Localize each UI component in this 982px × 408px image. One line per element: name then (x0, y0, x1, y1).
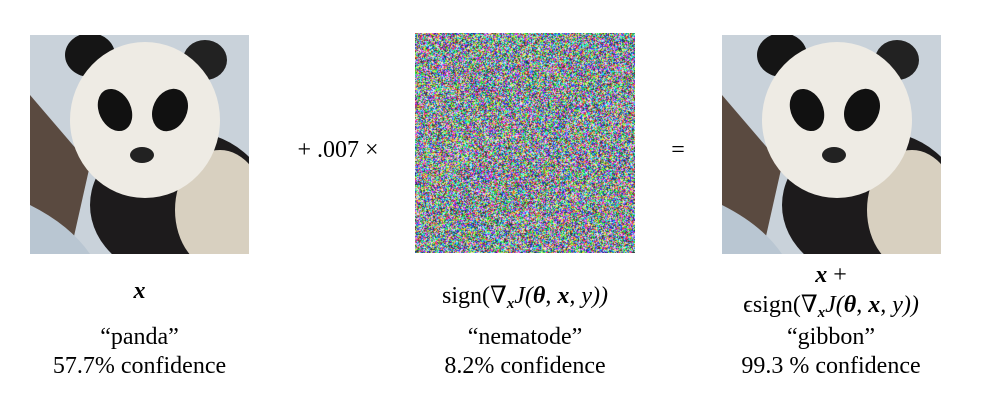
perturbation-noise-image (415, 33, 635, 253)
nematode-confidence: 8.2% confidence (385, 352, 665, 380)
gibbon-confidence: 99.3 % confidence (690, 352, 972, 380)
adversarial-formula-line1: x + (690, 261, 972, 289)
panda-confidence: 57.7% confidence (20, 352, 259, 380)
equals-operator: = (663, 136, 693, 164)
nematode-class-label: “nematode” (385, 323, 665, 351)
epsilon-multiply-operator: + .007 × (288, 136, 388, 164)
panda-image (30, 35, 249, 254)
adversarial-formula-line2: ϵsign(∇xJ(θ, x, y)) (690, 291, 972, 319)
panda-class-label: “panda” (30, 323, 249, 351)
gibbon-class-label: “gibbon” (690, 323, 972, 351)
adversarial-panda-image (722, 35, 941, 254)
gradient-sign-formula: sign(∇xJ(θ, x, y)) (385, 282, 665, 310)
figure: + .007 × = x “panda” 57.7% confidence si… (0, 0, 982, 408)
input-variable-label: x (30, 277, 249, 305)
